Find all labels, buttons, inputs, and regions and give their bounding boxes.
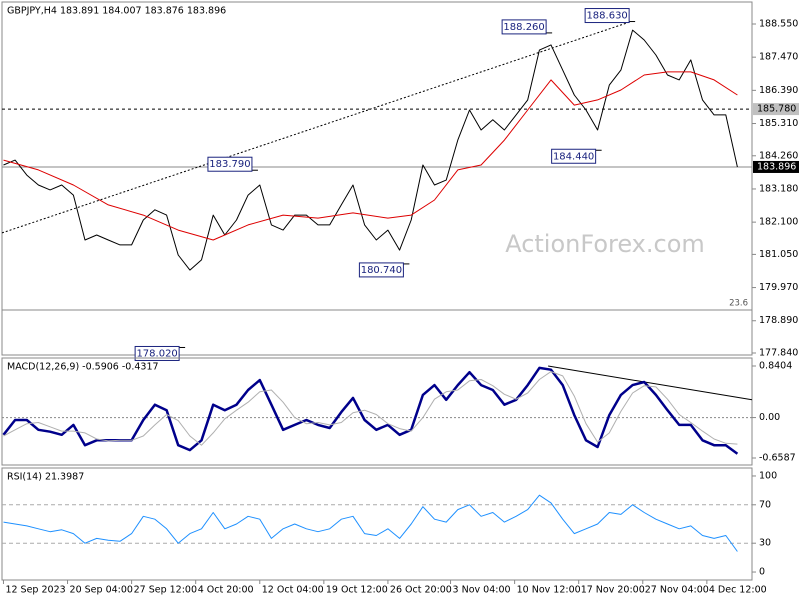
trendline xyxy=(548,365,753,401)
y-tick-label: 179.970 xyxy=(759,282,798,293)
x-tick-label: 20 Sep 04:00 xyxy=(70,585,133,596)
price-box xyxy=(753,103,799,116)
panel-title: MACD(12,26,9) -0.5906 -0.4317 xyxy=(7,362,159,373)
y-tick-label: 70 xyxy=(759,499,771,510)
series-line xyxy=(3,494,738,552)
y-tick-label: 184.260 xyxy=(759,150,798,161)
x-tick-label: 26 Oct 20:00 xyxy=(390,585,452,596)
x-tick-label: 12 Sep 2023 xyxy=(5,585,65,596)
annotation-label: 183.790 xyxy=(209,159,250,170)
annotation-box xyxy=(358,262,404,278)
annotation-box xyxy=(134,345,180,361)
annotation-label: 184.440 xyxy=(553,151,594,162)
x-tick-label: 4 Oct 20:00 xyxy=(198,585,254,596)
x-tick-label: 27 Sep 12:00 xyxy=(134,585,197,596)
x-tick-label: 4 Dec 12:00 xyxy=(709,585,767,596)
x-tick-label: 10 Nov 12:00 xyxy=(517,585,581,596)
annotation-label: 188.260 xyxy=(503,22,544,33)
annotation-box xyxy=(207,156,253,172)
x-tick-label: 3 Nov 04:00 xyxy=(453,585,511,596)
y-tick-label: 182.100 xyxy=(759,217,798,228)
panel-frame xyxy=(1,467,753,581)
annotation-label: 180.740 xyxy=(361,265,402,276)
x-tick-label: 27 Nov 04:00 xyxy=(645,585,709,596)
annotation-box xyxy=(501,19,547,35)
y-tick-label: 0.8404 xyxy=(759,361,792,372)
price-box-label: 183.896 xyxy=(757,161,796,172)
panel-title: RSI(14) 21.3987 xyxy=(7,472,84,483)
annotation-box xyxy=(584,8,630,24)
x-tick-label: 12 Oct 04:00 xyxy=(262,585,324,596)
panel-title: GBPJPY,H4 183.891 184.007 183.876 183.89… xyxy=(7,6,226,17)
y-tick-label: -0.6587 xyxy=(759,452,796,463)
series-line xyxy=(3,371,738,446)
y-tick-label: 177.840 xyxy=(759,348,798,359)
annotation-label: 178.020 xyxy=(136,348,177,359)
y-tick-label: 185.310 xyxy=(759,118,798,129)
panel-frame xyxy=(1,357,753,466)
y-tick-label: 187.470 xyxy=(759,52,798,63)
x-tick-label: 19 Oct 12:00 xyxy=(326,585,388,596)
y-tick-label: 0 xyxy=(759,567,765,578)
series-line xyxy=(3,71,738,241)
trendline xyxy=(1,21,632,234)
y-tick-label: 0.00 xyxy=(759,412,780,423)
x-tick-label: 17 Nov 20:00 xyxy=(581,585,645,596)
y-tick-label: 188.550 xyxy=(759,18,798,29)
y-tick-label: 186.390 xyxy=(759,85,798,96)
watermark: ActionForex.com xyxy=(505,230,705,258)
y-tick-label: 30 xyxy=(759,538,771,549)
price-box xyxy=(753,160,799,173)
annotation-box xyxy=(551,148,597,164)
series-line xyxy=(3,29,738,271)
y-tick-label: 181.050 xyxy=(759,249,798,260)
y-tick-label: 183.180 xyxy=(759,183,798,194)
y-tick-label: 178.890 xyxy=(759,315,798,326)
price-box-label: 185.780 xyxy=(757,104,796,115)
y-tick-label: 100 xyxy=(759,470,777,481)
panel-frame xyxy=(1,1,753,356)
annotation-label: 188.630 xyxy=(586,11,627,22)
level-label: 23.6 xyxy=(729,298,748,308)
